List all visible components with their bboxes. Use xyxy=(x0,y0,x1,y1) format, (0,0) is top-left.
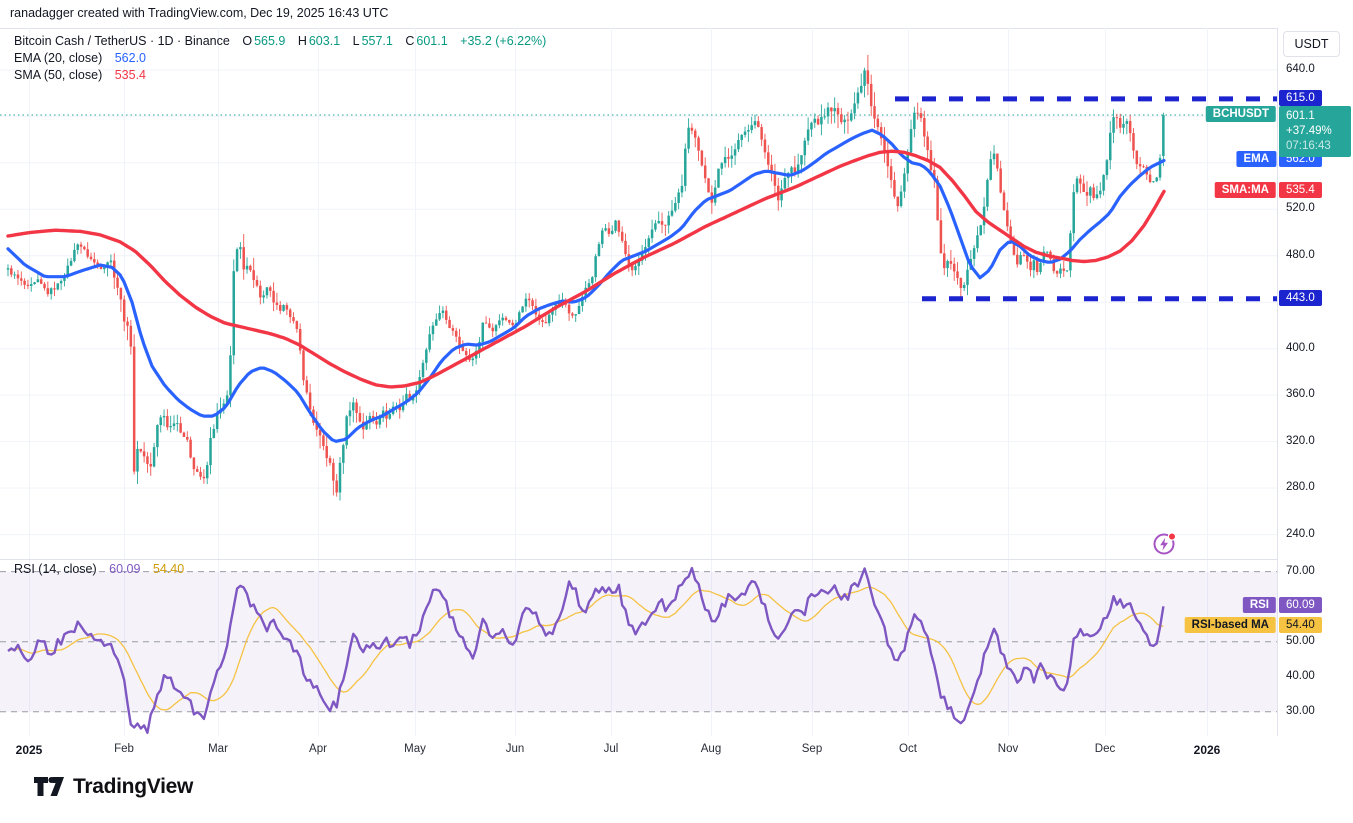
sma-label[interactable]: SMA:MA xyxy=(1214,182,1276,199)
flash-alert-icon[interactable] xyxy=(1152,531,1178,557)
time-axis-label[interactable]: 2025 xyxy=(15,743,43,757)
rsi-legend-label[interactable]: RSI (14, close) xyxy=(14,562,97,576)
time-axis-label[interactable]: Mar xyxy=(208,743,228,755)
time-axis-label[interactable]: Dec xyxy=(1094,743,1116,755)
time-axis-label[interactable]: 2026 xyxy=(1193,743,1221,757)
price-axis-tick: 640.0 xyxy=(1286,62,1315,75)
rsi-axis-tick: 30.00 xyxy=(1286,704,1315,717)
rsi-axis-tick: 50.00 xyxy=(1286,634,1315,647)
rsi-ma-value-badge: 54.40 xyxy=(1279,617,1322,634)
ohlc-close-value: 601.1 xyxy=(416,34,448,48)
price-axis[interactable]: 640.0 520.0 480.0 400.0 360.0 320.0 280.0 240.0… xyxy=(1278,28,1353,766)
pane-separator[interactable] xyxy=(0,559,1353,560)
ema-legend-label[interactable]: EMA (20, close) xyxy=(14,51,103,65)
bar-countdown: 07:16:43 xyxy=(1286,140,1331,153)
sma-value-badge: 535.4 xyxy=(1279,182,1322,199)
sma-line[interactable] xyxy=(6,149,1166,389)
sma-legend-row[interactable]: SMA (50, close) 535.4 xyxy=(14,67,546,83)
price-axis-tick: 480.0 xyxy=(1286,248,1315,261)
time-axis-label[interactable]: Aug xyxy=(700,743,722,755)
time-axis-label[interactable]: Feb xyxy=(114,743,134,755)
symbol-title[interactable]: Bitcoin Cash / TetherUS · 1D · Binance xyxy=(14,34,230,48)
price-axis-border xyxy=(1277,28,1278,766)
ema-label[interactable]: EMA xyxy=(1236,151,1276,168)
rsi-ma-label[interactable]: RSI-based MA xyxy=(1184,617,1276,634)
sma-legend-value: 535.4 xyxy=(114,68,146,82)
time-axis-label[interactable]: Oct xyxy=(899,743,917,755)
time-axis-label[interactable]: Sep xyxy=(801,743,823,755)
ohlc-change-value: +35.2 (+6.22%) xyxy=(460,34,547,48)
time-axis-label[interactable]: Apr xyxy=(309,743,327,755)
price-axis-tick: 520.0 xyxy=(1286,202,1315,215)
price-axis-tick: 240.0 xyxy=(1286,527,1315,540)
currency-toggle-button[interactable]: USDT xyxy=(1283,31,1340,57)
time-axis[interactable]: 2025 Feb Mar Apr May Jun Jul Aug Sep Oct Nov Dec 202… xyxy=(0,736,1353,766)
ohlc-high-value: 603.1 xyxy=(308,34,341,48)
lightning-bolt-icon xyxy=(1160,537,1168,551)
ohlc-open-label: O xyxy=(242,34,253,48)
ohlc-low-label: L xyxy=(352,34,360,48)
rsi-ma-legend-value: 54.40 xyxy=(152,562,185,576)
time-axis-label[interactable]: Nov xyxy=(997,743,1019,755)
ohlc-close-label: C xyxy=(405,34,415,48)
flash-circle xyxy=(1153,533,1175,555)
price-axis-tick: 400.0 xyxy=(1286,341,1315,354)
tradingview-logo[interactable]: TradingView xyxy=(34,774,193,799)
ema-line[interactable] xyxy=(6,128,1166,443)
up-candles xyxy=(6,67,1165,501)
symbol-price-label[interactable]: BCHUSDT xyxy=(1205,106,1276,123)
symbol-legend: Bitcoin Cash / TetherUS · 1D · Binance O… xyxy=(14,33,546,84)
current-price-value: 601.1 xyxy=(1286,110,1315,123)
sma-legend-label[interactable]: SMA (50, close) xyxy=(14,68,103,82)
current-price-change: +37.49% xyxy=(1286,125,1332,138)
ohlc-open-value: 565.9 xyxy=(254,34,286,48)
rsi-pane[interactable] xyxy=(0,560,1278,736)
price-axis-tick: 280.0 xyxy=(1286,481,1315,494)
ema-legend-row[interactable]: EMA (20, close) 562.0 xyxy=(14,50,546,66)
support-level-badge: 443.0 xyxy=(1279,289,1322,306)
symbol-legend-row[interactable]: Bitcoin Cash / TetherUS · 1D · Binance O… xyxy=(14,33,546,49)
rsi-axis-tick: 70.00 xyxy=(1286,564,1315,577)
tradingview-logo-mark xyxy=(34,777,64,796)
rsi-label[interactable]: RSI xyxy=(1242,597,1276,614)
down-candles xyxy=(10,54,1152,497)
rsi-legend-value: 60.09 xyxy=(109,562,141,576)
ohlc-high-label: H xyxy=(297,34,307,48)
time-axis-label[interactable]: Jun xyxy=(505,743,525,755)
rsi-legend-row[interactable]: RSI (14, close) 60.09 54.40 xyxy=(14,562,184,576)
time-axis-label[interactable]: May xyxy=(404,743,426,755)
rsi-line[interactable] xyxy=(7,566,1165,734)
rsi-axis-tick: 40.00 xyxy=(1286,669,1315,682)
tradingview-logo-text: TradingView xyxy=(73,774,194,798)
time-axis-label[interactable]: Jul xyxy=(603,743,619,755)
attribution-header: ranadagger created with TradingView.com,… xyxy=(10,6,389,20)
ohlc-low-value: 557.1 xyxy=(361,34,393,48)
ema-legend-value: 562.0 xyxy=(114,51,146,65)
price-pane[interactable] xyxy=(0,28,1278,559)
price-axis-tick: 360.0 xyxy=(1286,388,1315,401)
alert-dot xyxy=(1167,532,1177,541)
chart-top-border xyxy=(0,28,1353,29)
current-price-badge: 601.1 +37.49% 07:16:43 xyxy=(1279,106,1351,158)
resistance-level-badge: 615.0 xyxy=(1279,89,1322,106)
rsi-value-badge: 60.09 xyxy=(1279,597,1322,614)
price-axis-tick: 320.0 xyxy=(1286,434,1315,447)
